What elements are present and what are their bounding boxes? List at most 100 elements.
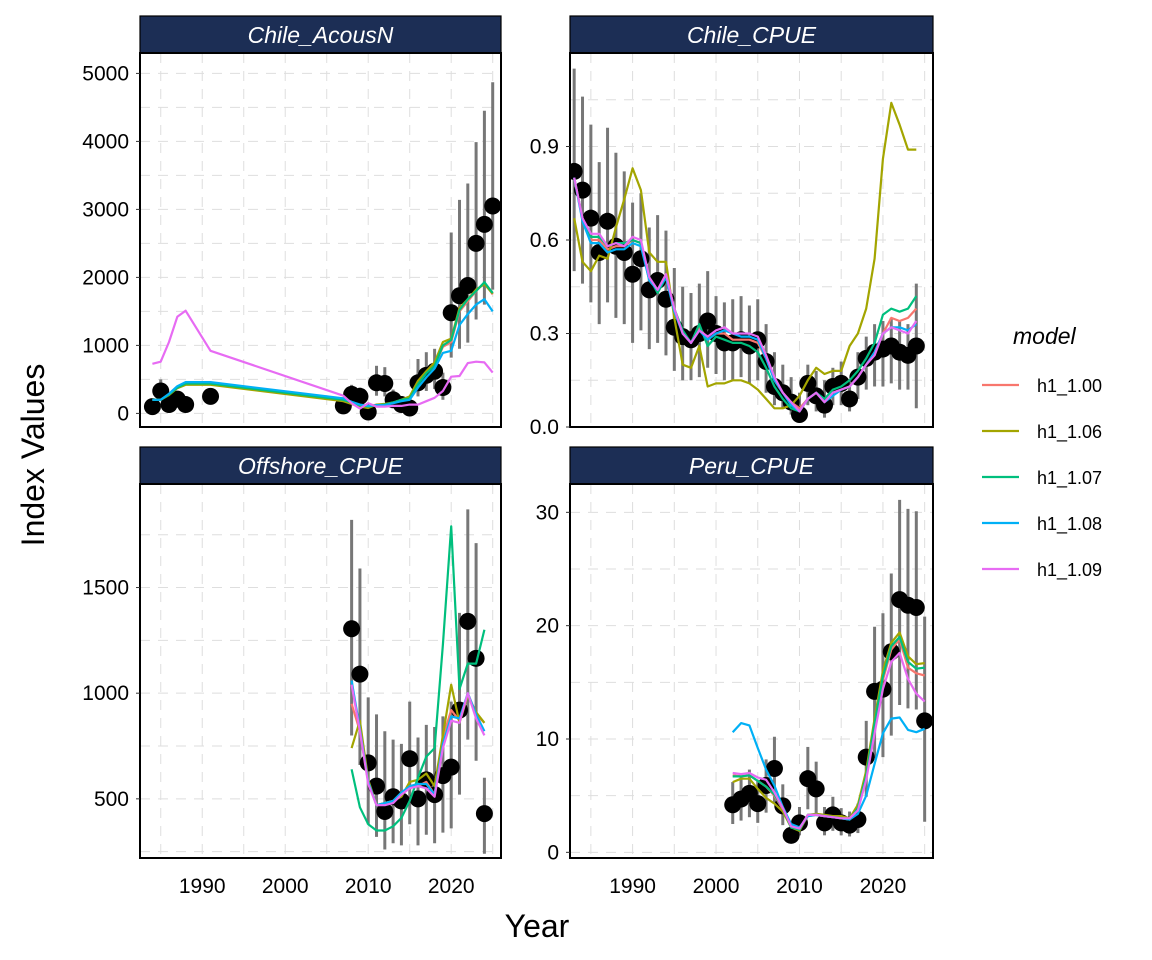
y-tick-label: 10 — [536, 728, 559, 751]
observed-point — [359, 754, 377, 772]
x-tick-label: 1990 — [609, 875, 656, 898]
observed-point — [907, 337, 925, 355]
x-tick-label: 1990 — [179, 875, 226, 898]
observed-point — [475, 805, 493, 823]
observed-point — [841, 390, 859, 408]
observed-point — [376, 803, 394, 821]
observed-point — [442, 758, 460, 776]
y-tick-label: 3000 — [82, 198, 129, 221]
series-line-h1-1-08 — [152, 298, 494, 407]
y-tick-label: 0.9 — [530, 136, 559, 159]
observed-point — [351, 665, 369, 683]
observed-point — [351, 387, 369, 405]
y-tick-label: 2000 — [82, 266, 129, 289]
series-line-h1-1-06 — [732, 631, 925, 832]
plot-area — [140, 484, 501, 858]
panel-peru-cpue: Peru_CPUE 0 10 20 30 1990 2000 2010 2020 — [536, 446, 934, 898]
y-tick-label: 20 — [536, 615, 559, 638]
observed-point — [343, 620, 361, 638]
facet-strip — [139, 15, 502, 54]
panel-border — [139, 52, 502, 428]
facet-title: Chile_CPUE — [687, 22, 817, 48]
observed-point — [624, 265, 642, 283]
x-tick-label: 2010 — [345, 875, 392, 898]
panel-border — [569, 483, 934, 859]
facet-title: Chile_AcousN — [248, 22, 394, 48]
panel-chile-acousn: Chile_AcousN 0 1000 2000 3000 4000 5000 — [82, 15, 502, 428]
x-tick-label: 2000 — [693, 875, 740, 898]
observed-point — [459, 612, 477, 630]
observed-point — [582, 209, 600, 227]
series-line-h1-1-09 — [152, 309, 494, 410]
legend-title: model — [1013, 323, 1077, 349]
y-tick-label: 4000 — [82, 130, 129, 153]
series-line-h1-1-07 — [350, 525, 486, 832]
observed-point — [765, 759, 783, 777]
y-tick-label: 500 — [94, 788, 129, 811]
facet-strip — [569, 15, 934, 54]
y-tick-label: 0.0 — [530, 416, 559, 439]
series-line-h1-1-06 — [573, 101, 917, 410]
observed-point — [699, 312, 717, 330]
legend-item: h1_1.09 — [982, 560, 1102, 581]
legend-item: h1_1.08 — [982, 514, 1102, 535]
facet-title: Peru_CPUE — [689, 453, 815, 479]
legend: model h1_1.00 h1_1.06 h1_1.07 h1_1.08 h1_1.0… — [982, 323, 1102, 581]
observed-point — [599, 212, 617, 230]
facet-strip — [569, 446, 934, 485]
y-tick-label: 30 — [536, 501, 559, 524]
plot-area — [140, 53, 501, 427]
observed-point — [401, 399, 419, 417]
observed-point — [475, 215, 493, 233]
legend-label: h1_1.00 — [1037, 376, 1102, 397]
y-tick-label: 0 — [117, 402, 129, 425]
y-axis-title: Index Values — [15, 364, 51, 547]
observed-point — [816, 396, 834, 414]
facet-panels: Chile_AcousN010002000300040005000Chile_C… — [82, 15, 934, 898]
series-line-h1-1-09 — [350, 684, 486, 807]
observed-point — [401, 750, 419, 768]
y-tick-label: 1000 — [82, 334, 129, 357]
observed-point — [152, 382, 170, 400]
observed-point — [409, 790, 427, 808]
x-tick-label: 2010 — [776, 875, 823, 898]
x-tick-label: 2020 — [860, 875, 907, 898]
panel-chile-cpue: Chile_CPUE 0.0 0.3 0.6 0.9 — [530, 15, 934, 439]
facet-strip — [139, 446, 502, 485]
observed-point — [907, 599, 925, 617]
legend-item: h1_1.00 — [982, 376, 1102, 397]
observed-point — [177, 396, 195, 414]
facet-title: Offshore_CPUE — [238, 453, 404, 479]
x-tick-label: 2020 — [428, 875, 475, 898]
y-tick-label: 0.6 — [530, 229, 559, 252]
legend-label: h1_1.07 — [1037, 468, 1102, 489]
x-axis-title: Year — [505, 908, 570, 944]
observed-point — [749, 795, 767, 813]
observed-point — [376, 374, 394, 392]
observed-point — [442, 304, 460, 322]
y-tick-label: 0.3 — [530, 323, 559, 346]
observed-point — [484, 197, 501, 215]
y-tick-label: 1000 — [82, 682, 129, 705]
y-tick-label: 5000 — [82, 62, 129, 85]
legend-label: h1_1.09 — [1037, 560, 1102, 581]
series-line-h1-1-09 — [732, 651, 926, 830]
observed-point — [782, 826, 800, 844]
plot-area — [570, 484, 933, 858]
series-line-h1-1-09 — [573, 177, 918, 413]
observed-point — [807, 780, 825, 798]
legend-item: h1_1.06 — [982, 422, 1102, 443]
series-line-h1-1-07 — [573, 177, 918, 413]
y-tick-label: 1500 — [82, 577, 129, 600]
legend-label: h1_1.06 — [1037, 422, 1102, 443]
panel-offshore-cpue: Offshore_CPUE 500 1000 1500 1990 2000 2010 2020 — [82, 446, 502, 898]
observed-point — [467, 234, 485, 252]
legend-label: h1_1.08 — [1037, 514, 1102, 535]
legend-item: h1_1.07 — [982, 468, 1102, 489]
observed-point — [459, 277, 477, 295]
observed-point — [143, 398, 161, 416]
plot-area — [570, 53, 933, 427]
y-tick-label: 0 — [547, 841, 559, 864]
observed-point — [916, 712, 933, 730]
